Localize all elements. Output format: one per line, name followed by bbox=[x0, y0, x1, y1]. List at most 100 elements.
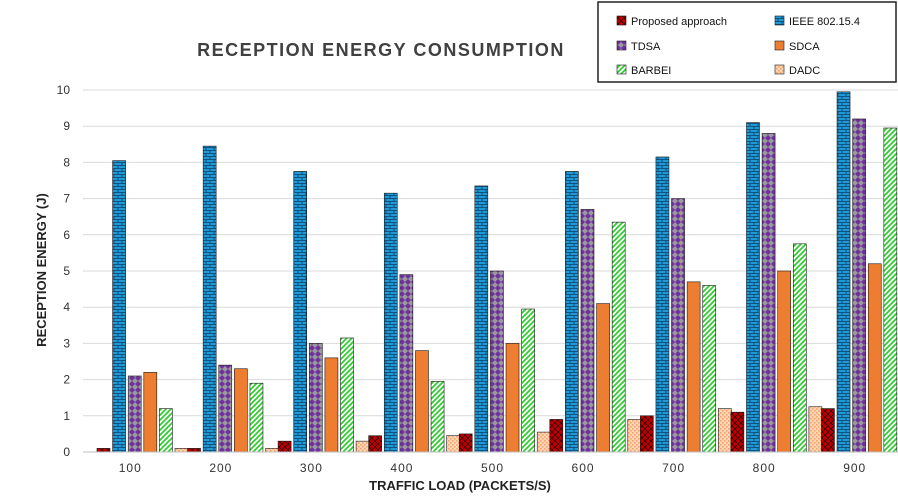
legend-label: BARBEI bbox=[631, 65, 671, 77]
y-tick-label: 4 bbox=[63, 300, 70, 314]
bar-ieee-802-15-4-400 bbox=[383, 192, 398, 453]
bar-sdca-300 bbox=[324, 357, 339, 453]
legend: Proposed approach IEEE 802.15.4 TDSA SDCA BA… bbox=[597, 1, 897, 83]
y-tick-label: 2 bbox=[63, 373, 70, 387]
y-tick-label: 0 bbox=[63, 445, 70, 459]
legend-swatch bbox=[616, 15, 627, 26]
x-axis-ticks: 100 200 300 400 500 600 700 800 900 bbox=[119, 461, 866, 475]
bar-tdsa-800 bbox=[761, 133, 776, 453]
bar-proposed-approach-100 bbox=[96, 448, 111, 453]
bar-barbei-900 bbox=[883, 127, 898, 453]
bar-dadc-300 bbox=[355, 440, 370, 453]
x-tick-label: 100 bbox=[119, 461, 142, 475]
x-tick-label: 200 bbox=[209, 461, 232, 475]
bar-proposed-approach-400 bbox=[368, 435, 382, 453]
bar-ieee-802-15-4-200 bbox=[202, 145, 217, 453]
bar-tdsa-300 bbox=[309, 343, 323, 453]
bar-tdsa-900 bbox=[852, 118, 866, 453]
bar-tdsa-700 bbox=[671, 198, 685, 453]
bar-dadc-600 bbox=[627, 419, 642, 453]
x-tick-label: 800 bbox=[753, 461, 776, 475]
bar-barbei-300 bbox=[340, 337, 354, 453]
bar-ieee-802-15-4-900 bbox=[836, 91, 851, 453]
bar-sdca-600 bbox=[596, 303, 610, 453]
bar-tdsa-600 bbox=[580, 209, 595, 453]
legend-label: IEEE 802.15.4 bbox=[789, 16, 860, 28]
legend-swatch bbox=[774, 64, 785, 75]
legend-item: IEEE 802.15.4 bbox=[774, 15, 860, 28]
bar-proposed-approach-700 bbox=[640, 415, 654, 453]
chart-title: RECEPTION ENERGY CONSUMPTION bbox=[197, 40, 565, 60]
bar-ieee-802-15-4-100 bbox=[112, 160, 126, 453]
bar-barbei-500 bbox=[521, 308, 535, 453]
bar-dadc-800 bbox=[808, 406, 823, 453]
legend-label: SDCA bbox=[789, 41, 820, 53]
bar-dadc-200 bbox=[265, 448, 279, 453]
bar-sdca-500 bbox=[505, 343, 520, 453]
bar-dadc-700 bbox=[718, 408, 732, 453]
bar-barbei-100 bbox=[159, 408, 173, 453]
x-tick-label: 900 bbox=[843, 461, 866, 475]
legend-item: Proposed approach bbox=[616, 15, 727, 28]
bar-sdca-100 bbox=[143, 372, 158, 453]
bar-barbei-800 bbox=[792, 243, 807, 453]
x-tick-label: 300 bbox=[300, 461, 323, 475]
bar-ieee-802-15-4-500 bbox=[474, 185, 489, 453]
bar-proposed-approach-300 bbox=[277, 440, 292, 453]
bars bbox=[96, 91, 898, 453]
legend-item: SDCA bbox=[774, 40, 820, 53]
legend-item: DADC bbox=[774, 64, 820, 77]
bar-barbei-400 bbox=[430, 381, 445, 453]
y-tick-label: 5 bbox=[63, 264, 70, 278]
legend-swatch bbox=[616, 40, 627, 51]
bar-dadc-500 bbox=[536, 431, 551, 453]
bar-tdsa-100 bbox=[127, 375, 142, 453]
legend-item: BARBEI bbox=[616, 64, 671, 77]
bar-proposed-approach-800 bbox=[730, 411, 745, 453]
legend-swatch bbox=[616, 64, 627, 75]
bar-proposed-approach-600 bbox=[549, 419, 564, 453]
bar-tdsa-200 bbox=[218, 364, 233, 453]
y-tick-label: 7 bbox=[63, 192, 70, 206]
x-axis-label: TRAFFIC LOAD (PACKETS/S) bbox=[369, 478, 551, 493]
bar-sdca-400 bbox=[415, 350, 429, 453]
y-tick-label: 6 bbox=[63, 228, 70, 242]
bar-sdca-700 bbox=[686, 281, 701, 453]
bar-barbei-700 bbox=[702, 285, 717, 453]
bar-sdca-900 bbox=[867, 263, 882, 453]
bar-dadc-100 bbox=[174, 448, 189, 453]
legend-swatch bbox=[774, 15, 785, 26]
bar-sdca-800 bbox=[777, 270, 791, 453]
bar-ieee-802-15-4-600 bbox=[565, 171, 579, 453]
x-tick-label: 600 bbox=[572, 461, 595, 475]
y-axis-ticks: 0 1 2 3 4 5 6 7 8 9 10 bbox=[57, 83, 71, 459]
bar-sdca-200 bbox=[234, 368, 248, 453]
y-tick-label: 3 bbox=[63, 336, 70, 350]
bar-proposed-approach-200 bbox=[187, 448, 201, 453]
bar-tdsa-500 bbox=[490, 270, 504, 453]
x-tick-label: 700 bbox=[662, 461, 685, 475]
bar-proposed-approach-900 bbox=[821, 408, 835, 453]
bar-barbei-600 bbox=[611, 221, 626, 453]
bar-proposed-approach-500 bbox=[458, 433, 473, 453]
y-tick-label: 8 bbox=[63, 155, 70, 169]
legend-item: TDSA bbox=[616, 40, 661, 53]
legend-swatch bbox=[774, 40, 785, 51]
bar-ieee-802-15-4-700 bbox=[655, 156, 670, 453]
bar-ieee-802-15-4-800 bbox=[746, 122, 760, 453]
legend-label: TDSA bbox=[631, 41, 661, 53]
y-tick-label: 9 bbox=[63, 119, 70, 133]
legend-label: Proposed approach bbox=[631, 16, 727, 28]
x-tick-label: 400 bbox=[390, 461, 413, 475]
y-axis-label: RECEPTION ENERGY (J) bbox=[34, 193, 49, 347]
bar-dadc-400 bbox=[446, 435, 460, 453]
x-tick-label: 500 bbox=[481, 461, 504, 475]
bar-barbei-200 bbox=[249, 382, 264, 453]
bar-tdsa-400 bbox=[399, 274, 414, 453]
legend-box bbox=[597, 1, 897, 83]
bar-ieee-802-15-4-300 bbox=[293, 171, 308, 453]
legend-label: DADC bbox=[789, 65, 820, 77]
y-tick-label: 10 bbox=[57, 83, 71, 97]
y-tick-label: 1 bbox=[63, 409, 70, 423]
